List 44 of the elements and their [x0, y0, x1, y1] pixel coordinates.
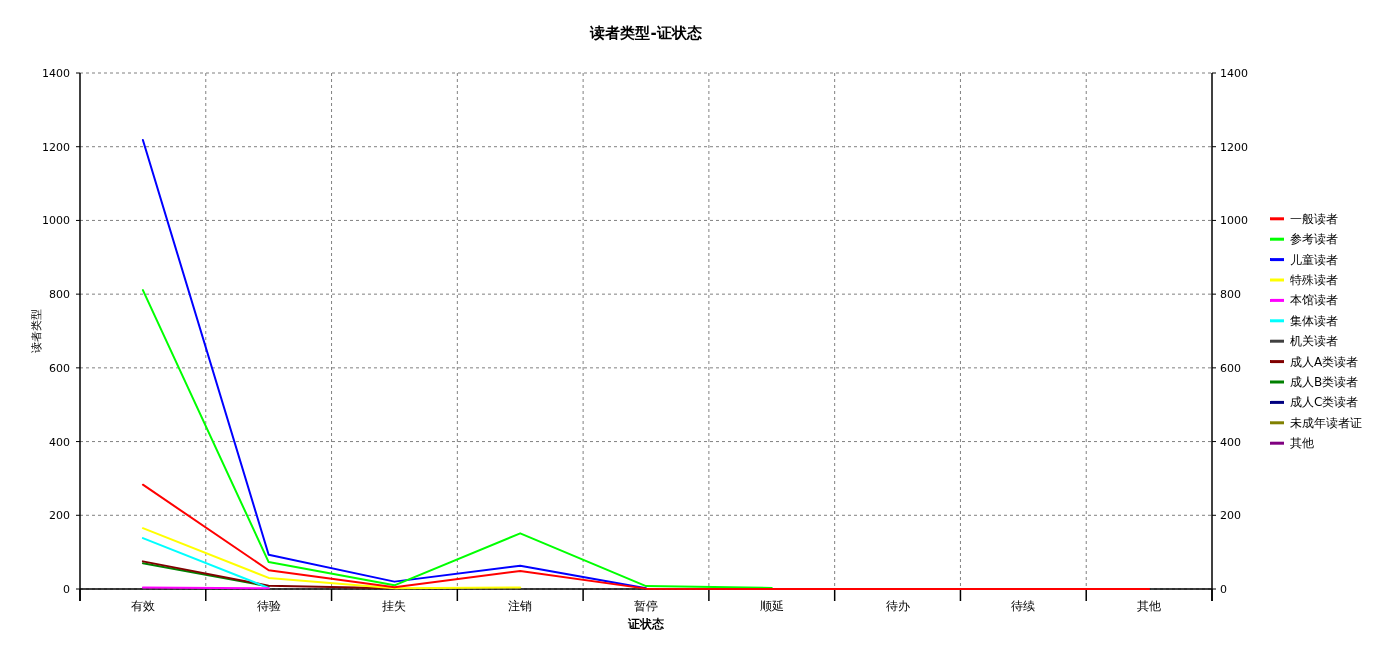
x-tick-label: 待验 — [256, 599, 281, 613]
y-tick-label: 1400 — [42, 67, 70, 80]
y2-tick-label: 1400 — [1220, 67, 1248, 80]
legend-label: 成人B类读者 — [1290, 375, 1359, 389]
legend-label: 特殊读者 — [1290, 273, 1338, 287]
y2-tick-label: 200 — [1220, 509, 1241, 523]
legend-label: 参考读者 — [1290, 232, 1338, 247]
x-tick-label: 注销 — [508, 599, 533, 613]
legend-label: 集体读者 — [1290, 313, 1338, 328]
x-tick-label: 有效 — [130, 599, 155, 613]
y2-tick-label: 1200 — [1220, 140, 1248, 154]
legend-label: 未成年读者证 — [1290, 415, 1362, 430]
x-tick-label: 待办 — [885, 599, 910, 613]
line-series — [141, 527, 522, 590]
y-tick-label: 0 — [63, 583, 70, 596]
y-tick-label: 400 — [49, 435, 70, 449]
y2-tick-label: 1000 — [1220, 214, 1248, 228]
x-tick-label: 挂失 — [382, 599, 407, 613]
y-tick-label: 200 — [49, 509, 70, 523]
line-series — [141, 289, 773, 589]
y-tick-label: 600 — [49, 361, 70, 375]
line-series — [141, 139, 647, 590]
y2-tick-label: 400 — [1220, 435, 1241, 449]
legend-label: 儿童读者 — [1290, 252, 1338, 267]
legend-label: 一般读者 — [1290, 211, 1338, 226]
legend-label: 成人C类读者 — [1290, 395, 1359, 410]
y-axis-title: 读者类型 — [30, 309, 43, 353]
y-tick-label: 800 — [49, 288, 70, 302]
y2-tick-label: 800 — [1220, 288, 1241, 302]
x-axis-title: 证状态 — [627, 617, 665, 631]
y-tick-label: 1200 — [42, 140, 70, 154]
line-series — [141, 483, 1151, 590]
y-tick-label: 1000 — [42, 214, 70, 228]
y2-tick-label: 0 — [1220, 583, 1227, 596]
y2-tick-label: 600 — [1220, 361, 1241, 375]
legend-label: 机关读者 — [1290, 334, 1338, 349]
chart-title: 读者类型-证状态 — [589, 24, 702, 42]
legend-label: 本馆读者 — [1290, 293, 1338, 308]
x-tick-label: 顺延 — [759, 599, 784, 613]
legend-label: 成人A类读者 — [1290, 354, 1359, 369]
legend-label: 其他 — [1290, 436, 1314, 451]
x-tick-label: 其他 — [1137, 599, 1162, 613]
x-tick-label: 待续 — [1011, 599, 1036, 613]
x-tick-label: 暂停 — [634, 599, 658, 613]
